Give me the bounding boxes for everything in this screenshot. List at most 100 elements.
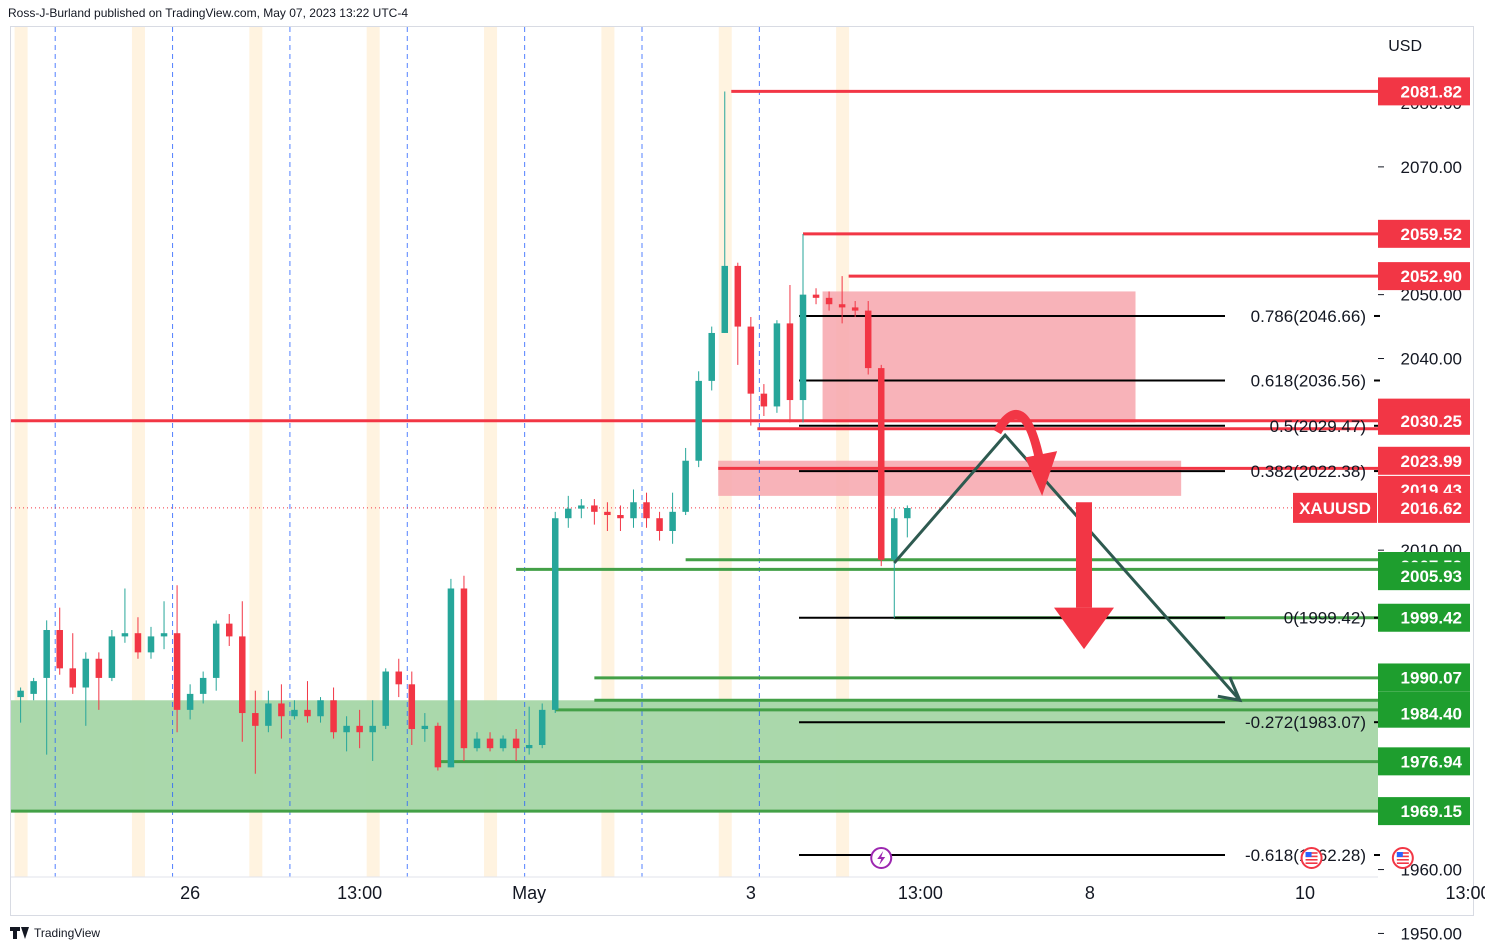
candle-body (82, 658, 90, 688)
candle (734, 262, 742, 365)
x-tick-label: 10 (1295, 883, 1315, 903)
candle (460, 575, 468, 761)
candle-body (108, 636, 116, 678)
session-band (601, 27, 615, 877)
candle (356, 709, 363, 749)
candle-body (604, 511, 611, 516)
candle-body (186, 693, 194, 710)
fib-label: 0.382(2022.38) (1251, 462, 1366, 481)
candle (121, 588, 129, 643)
candle (69, 633, 77, 694)
candle (604, 502, 611, 531)
projection-drawings (893, 410, 1243, 703)
candle-body (538, 709, 546, 745)
y-tick-label: 2070.00 (1401, 158, 1462, 177)
footer-brand: TradingView (34, 926, 101, 940)
candle-body (551, 518, 559, 710)
candle-body (721, 265, 729, 333)
candle (812, 288, 820, 305)
candle (30, 677, 37, 701)
candle (56, 607, 63, 675)
lightning-icon[interactable] (870, 847, 893, 869)
level-label: 1976.94 (1401, 752, 1463, 771)
candle (160, 601, 168, 650)
projection-path-line (893, 432, 1241, 702)
session-band (131, 27, 145, 877)
candle-body (591, 505, 598, 512)
candle (212, 620, 220, 691)
candle-body (369, 725, 376, 733)
candle-body (30, 681, 37, 694)
candle (473, 732, 481, 752)
candle (760, 384, 768, 417)
price-zones (11, 291, 1378, 812)
candle (538, 703, 546, 749)
candle-body (578, 505, 585, 509)
event-icons (870, 847, 1414, 869)
candle (617, 505, 624, 531)
candle (225, 614, 233, 646)
level-label: 2081.82 (1401, 82, 1462, 101)
candle-body (343, 725, 350, 733)
candle-body (304, 709, 311, 717)
level-label-box (1378, 446, 1470, 475)
candle-body (760, 393, 768, 407)
candle-body (291, 709, 298, 717)
level-label: 2059.52 (1401, 225, 1462, 244)
candle-body (656, 518, 663, 531)
candle-body (499, 738, 507, 749)
candle (708, 326, 715, 391)
candle (95, 652, 103, 710)
candle (43, 620, 50, 755)
candle-body (147, 636, 155, 653)
candle-body (95, 658, 103, 678)
candle-body (173, 633, 181, 710)
candle (252, 690, 259, 774)
candle (669, 492, 676, 544)
candle (278, 684, 285, 739)
candle-body (877, 368, 885, 560)
y-tick-label: 1960.00 (1401, 861, 1462, 880)
candle-body (447, 588, 455, 768)
us-flag-icon[interactable] (1300, 847, 1323, 869)
level-label: 1969.15 (1401, 802, 1462, 821)
candle-body (565, 508, 572, 519)
candle-body (160, 633, 168, 637)
axis-currency-label: USD (1388, 38, 1422, 55)
candle (799, 233, 807, 423)
candle-body (17, 690, 24, 698)
candle (82, 652, 90, 726)
fib-label: 0.5(2029.47) (1270, 417, 1366, 436)
candle-body (617, 515, 624, 519)
candle (17, 687, 24, 723)
candle (486, 732, 494, 752)
lightning-bolt (877, 851, 886, 865)
session-band (366, 27, 380, 877)
demand-zone (11, 700, 1378, 812)
candle (239, 601, 246, 742)
level-label-box (1378, 663, 1470, 692)
candle-body (252, 713, 259, 726)
candle (838, 276, 846, 324)
candle (904, 505, 911, 538)
us-flag-icon[interactable] (1391, 847, 1414, 869)
candle (591, 499, 598, 525)
candle-body (525, 744, 533, 749)
session-band (249, 27, 263, 877)
candle (304, 681, 311, 723)
candle-body (630, 502, 637, 519)
candle-body (695, 380, 702, 461)
candle-body (421, 725, 429, 730)
footer[interactable]: TradingView (10, 926, 100, 940)
candle-body (434, 725, 442, 768)
candle (369, 700, 376, 761)
candle-body (239, 636, 246, 714)
session-band (836, 27, 850, 877)
level-label-box (1378, 699, 1470, 728)
candle-body (708, 332, 715, 381)
candle-body (69, 668, 77, 688)
candle (330, 687, 337, 739)
candle-body (199, 677, 207, 694)
